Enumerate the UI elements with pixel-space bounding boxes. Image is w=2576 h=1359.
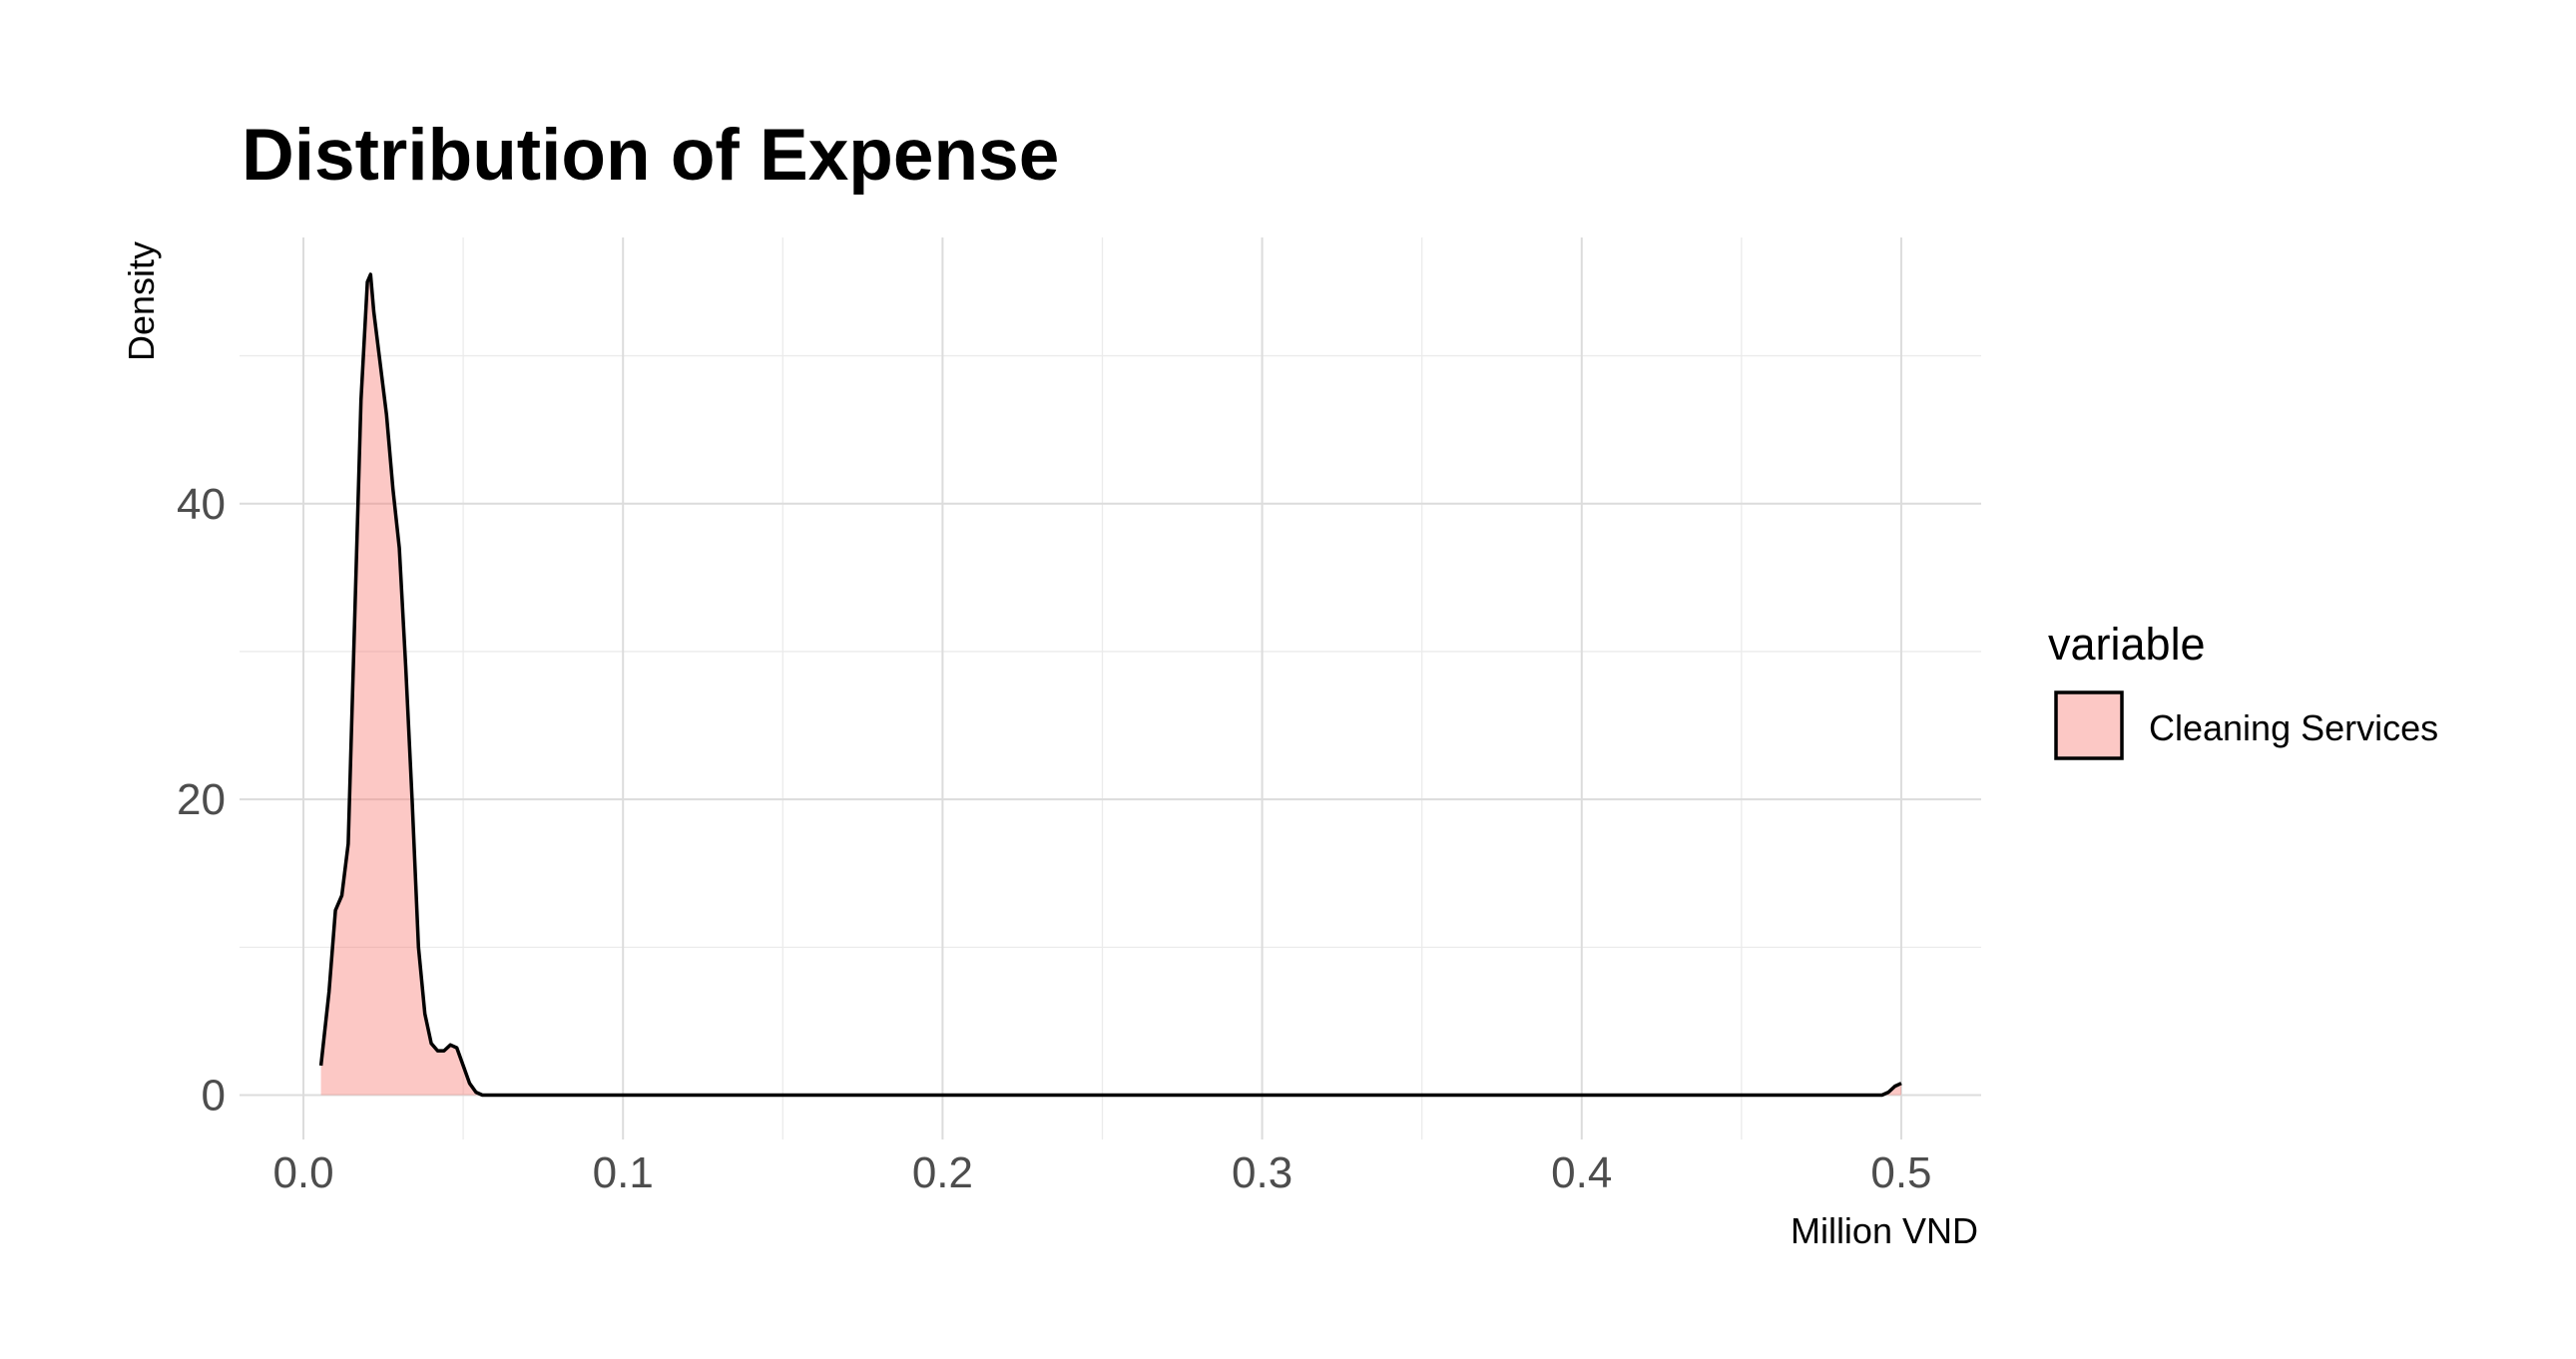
x-tick-labels: 0.0 0.1 0.2 0.3 0.4 0.5 xyxy=(272,1148,1931,1197)
density-area xyxy=(320,274,1902,1096)
minor-gridlines xyxy=(240,237,1981,1139)
x-tick-label: 0.2 xyxy=(912,1148,973,1197)
x-tick-label: 0.5 xyxy=(1870,1148,1931,1197)
x-tick-label: 0.3 xyxy=(1232,1148,1292,1197)
y-tick-label: 0 xyxy=(202,1072,226,1121)
y-tick-label: 40 xyxy=(177,480,226,529)
major-gridlines xyxy=(240,237,1981,1139)
x-tick-label: 0.4 xyxy=(1551,1148,1612,1197)
density-line xyxy=(318,272,1902,1098)
chart-title: Distribution of Expense xyxy=(242,115,1059,196)
legend-title: variable xyxy=(2048,619,2206,670)
x-tick-label: 0.1 xyxy=(593,1148,654,1197)
y-axis-label: Density xyxy=(121,241,162,361)
x-tick-label: 0.0 xyxy=(272,1148,333,1197)
legend-key-cleaning-services xyxy=(2054,690,2124,760)
y-tick-label: 20 xyxy=(177,775,226,824)
x-axis-label: Million VND xyxy=(1791,1210,1978,1251)
y-tick-labels: 0 20 40 xyxy=(177,480,226,1121)
legend-label-cleaning-services: Cleaning Services xyxy=(2149,707,2438,748)
legend: variable Cleaning Services xyxy=(2048,619,2438,760)
